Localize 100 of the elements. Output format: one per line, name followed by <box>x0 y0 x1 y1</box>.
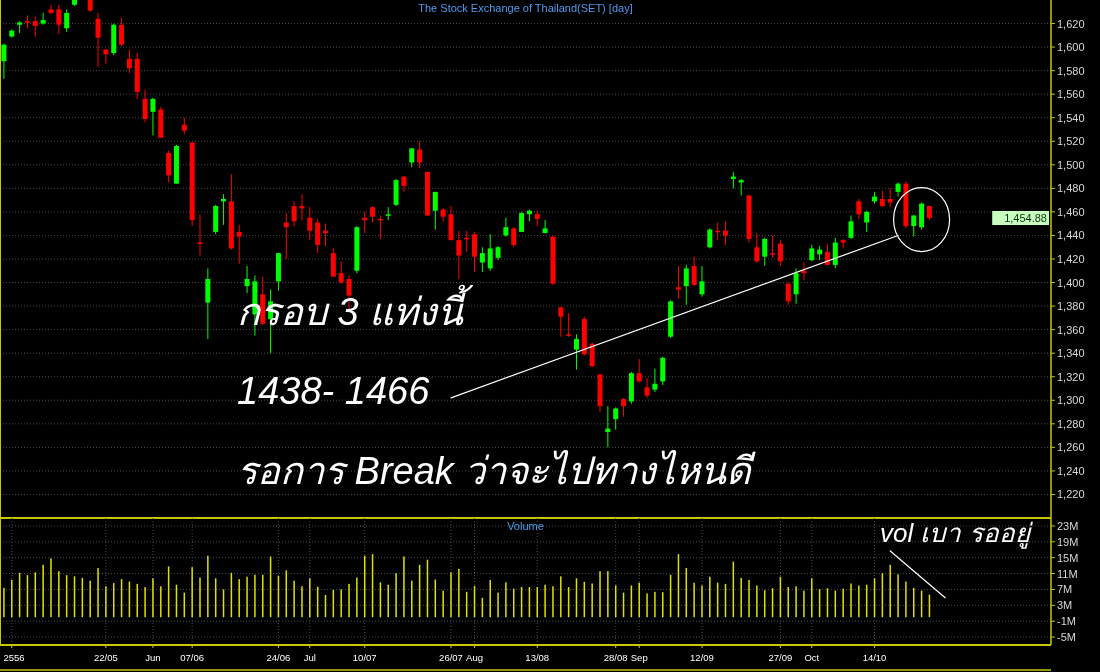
annotation: vol เบา รออยู่ <box>880 518 1033 549</box>
y-tick-label: 1,220 <box>1057 488 1085 501</box>
y-tick-label: -5M <box>1057 631 1076 644</box>
y-tick-label: 1,480 <box>1057 182 1085 195</box>
candlestick <box>511 226 517 248</box>
y-tick-label: 1,560 <box>1057 88 1085 101</box>
x-tick-label: Jul <box>303 652 316 663</box>
y-tick-label: 7M <box>1057 583 1073 596</box>
x-tick-label: 12/09 <box>690 652 714 663</box>
candlestick <box>636 358 642 384</box>
y-tick-label: 1,520 <box>1057 135 1085 148</box>
candlestick <box>236 224 242 265</box>
x-tick-label: 24/06 <box>266 652 291 663</box>
candlestick <box>338 260 344 285</box>
candlestick <box>754 232 760 264</box>
candlestick <box>864 210 870 233</box>
x-tick-label: 22/05 <box>93 652 118 663</box>
candlestick <box>621 397 627 418</box>
candlestick <box>479 246 485 273</box>
candlestick <box>142 88 148 123</box>
candlestick <box>566 312 572 338</box>
candlestick <box>126 48 132 74</box>
candlestick <box>519 211 525 233</box>
candlestick <box>417 140 423 169</box>
x-tick-label: 14/10 <box>862 652 887 663</box>
candlestick <box>432 191 438 231</box>
candlestick <box>1 43 7 80</box>
y-tick-label: 1,420 <box>1057 253 1085 265</box>
y-tick-label: 1,340 <box>1057 347 1085 360</box>
y-tick-label: 15M <box>1057 551 1079 564</box>
y-tick-label: 19M <box>1057 535 1079 548</box>
candlestick <box>103 48 109 65</box>
x-tick-label: 13/08 <box>525 652 550 663</box>
x-tick-label: 10/07 <box>352 652 377 663</box>
x-tick-label: Aug <box>466 652 483 663</box>
candlestick <box>824 243 830 266</box>
y-tick-label: 1,600 <box>1057 41 1085 54</box>
candlestick <box>244 265 250 294</box>
y-tick-label: 1,320 <box>1057 370 1085 383</box>
x-tick-label: 07/06 <box>180 652 205 663</box>
candlestick <box>48 4 54 15</box>
candlestick <box>205 267 211 340</box>
candlestick <box>307 206 313 241</box>
x-tick-label: Jun <box>145 652 161 663</box>
candlestick <box>683 264 689 306</box>
x-tick-label: 27/09 <box>768 652 793 663</box>
candlestick <box>487 233 493 272</box>
candlestick <box>558 306 564 338</box>
candlestick <box>589 342 595 368</box>
x-tick-label: 28/08 <box>603 652 628 663</box>
y-tick-label: 1,300 <box>1057 394 1085 407</box>
candlestick <box>777 239 783 267</box>
y-tick-label: 1,240 <box>1057 464 1085 477</box>
y-tick-label: 1,260 <box>1057 441 1085 454</box>
candlestick <box>330 247 336 278</box>
candlestick <box>832 237 838 269</box>
candlestick <box>848 214 854 240</box>
candlestick <box>919 201 925 231</box>
candlestick <box>895 181 901 198</box>
candlestick <box>644 377 650 399</box>
annotation: 1438- 1466 <box>237 370 431 412</box>
candlestick <box>652 367 658 393</box>
y-tick-label: 1,380 <box>1057 300 1085 313</box>
y-tick-label: 3M <box>1057 599 1073 612</box>
candlestick <box>762 237 768 267</box>
y-tick-label: 1,400 <box>1057 276 1085 289</box>
candlestick <box>472 231 478 273</box>
candlestick <box>119 17 125 47</box>
candlestick <box>150 97 156 136</box>
candlestick <box>573 333 579 371</box>
candlestick <box>95 12 101 68</box>
y-tick-label: 1,580 <box>1057 64 1085 77</box>
x-tick-label: 2556 <box>3 652 25 663</box>
y-tick-label: 1,540 <box>1057 111 1085 124</box>
candlestick <box>675 265 681 300</box>
candlestick <box>785 282 791 306</box>
candlestick <box>770 234 776 259</box>
candlestick <box>691 256 697 287</box>
candlestick <box>456 230 462 280</box>
candlestick <box>291 200 297 227</box>
annotation: 1,454.88 <box>1004 212 1047 224</box>
annotation: รอการ Break ว่าจะไปทางไหนดี <box>237 449 757 492</box>
y-tick-label: 23M <box>1057 519 1079 532</box>
candlestick <box>911 214 917 238</box>
x-tick-label: Oct <box>804 652 820 663</box>
candlestick <box>707 227 713 249</box>
y-tick-label: 1,280 <box>1057 417 1085 430</box>
y-tick-label: 1,360 <box>1057 323 1085 336</box>
y-tick-label: -1M <box>1057 615 1076 628</box>
chart-title: Volume <box>507 520 544 532</box>
y-tick-label: 1,440 <box>1057 229 1085 242</box>
candlestick <box>56 4 62 35</box>
candlestick <box>793 267 799 305</box>
candlestick <box>64 8 70 33</box>
y-tick-label: 1,500 <box>1057 158 1085 171</box>
x-tick-label: Sep <box>630 652 648 663</box>
candlestick <box>440 207 446 222</box>
candlestick <box>315 218 321 254</box>
candlestick <box>542 219 548 234</box>
y-tick-label: 11M <box>1057 567 1078 580</box>
